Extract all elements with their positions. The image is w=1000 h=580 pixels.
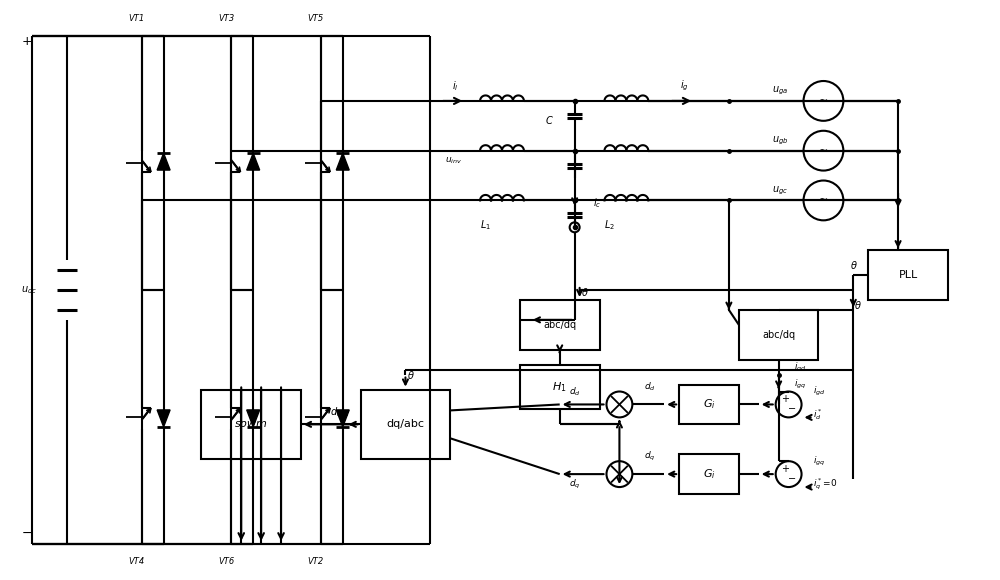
Text: $\theta$: $\theta$ [854,299,862,311]
Text: abc/dq: abc/dq [543,320,576,330]
Polygon shape [247,153,260,170]
Text: $u_{inv}$: $u_{inv}$ [445,155,463,166]
Bar [679,385,739,425]
Text: ~: ~ [819,96,828,106]
Text: $d_d$: $d_d$ [569,385,581,398]
Text: $i_l$: $i_l$ [452,79,458,93]
Bar [520,300,600,350]
Text: VT2: VT2 [308,557,324,566]
Text: $i_c$: $i_c$ [593,197,601,211]
Text: $u_{gb}$: $u_{gb}$ [772,135,789,147]
Text: $i_g$: $i_g$ [680,79,688,93]
Text: VT5: VT5 [308,14,324,23]
Bar [520,365,600,409]
Polygon shape [336,410,349,427]
Text: VT1: VT1 [129,14,145,23]
Polygon shape [157,153,170,170]
Text: $u_{ga}$: $u_{ga}$ [772,85,789,97]
Text: $H_1$: $H_1$ [552,380,567,394]
Polygon shape [247,410,260,427]
Text: $d_d$: $d_d$ [644,380,656,393]
Text: $u_{gc}$: $u_{gc}$ [772,184,789,197]
Text: VT3: VT3 [218,14,234,23]
Text: +: + [22,35,33,48]
Bar [868,250,948,300]
Text: ~: ~ [819,195,828,205]
Bar [361,390,450,459]
Text: dq/abc: dq/abc [386,419,424,429]
Text: −: − [788,474,796,484]
Text: PLL: PLL [898,270,918,280]
Text: +: + [781,464,789,474]
Text: −: − [22,527,33,541]
Text: +: + [781,394,789,404]
Text: VT6: VT6 [218,557,234,566]
Text: $i_{gd}$: $i_{gd}$ [813,385,826,398]
Text: spwm: spwm [235,419,268,429]
Bar [739,310,818,360]
Text: $\theta$: $\theta$ [407,369,414,380]
Text: $d_q$: $d_q$ [644,450,656,463]
Text: $\theta$: $\theta$ [581,286,588,298]
Text: $L_2$: $L_2$ [604,219,615,232]
Text: $i_{gd}$: $i_{gd}$ [794,361,806,374]
Text: $d_q$: $d_q$ [569,477,580,491]
Text: $\theta$: $\theta$ [850,259,858,271]
Text: $G_i$: $G_i$ [703,397,715,411]
Text: C: C [546,116,553,126]
Polygon shape [336,153,349,170]
Text: $L_1$: $L_1$ [480,219,491,232]
Bar [679,454,739,494]
Text: −: − [788,404,796,415]
Text: $i_{gq}$: $i_{gq}$ [813,455,826,467]
Text: $G_i$: $G_i$ [703,467,715,481]
Text: $u_{dc}$: $u_{dc}$ [21,284,37,296]
Text: $i_{gq}$: $i_{gq}$ [794,378,806,391]
Text: ~: ~ [819,146,828,155]
Text: $i_d^*$: $i_d^*$ [813,407,823,422]
Bar [201,390,301,459]
Text: $d_{abc}$: $d_{abc}$ [330,405,351,419]
Text: $i_q^*\!=\!0$: $i_q^*\!=\!0$ [813,476,838,492]
Text: abc/dq: abc/dq [762,330,795,340]
Text: VT4: VT4 [129,557,145,566]
Polygon shape [157,410,170,427]
